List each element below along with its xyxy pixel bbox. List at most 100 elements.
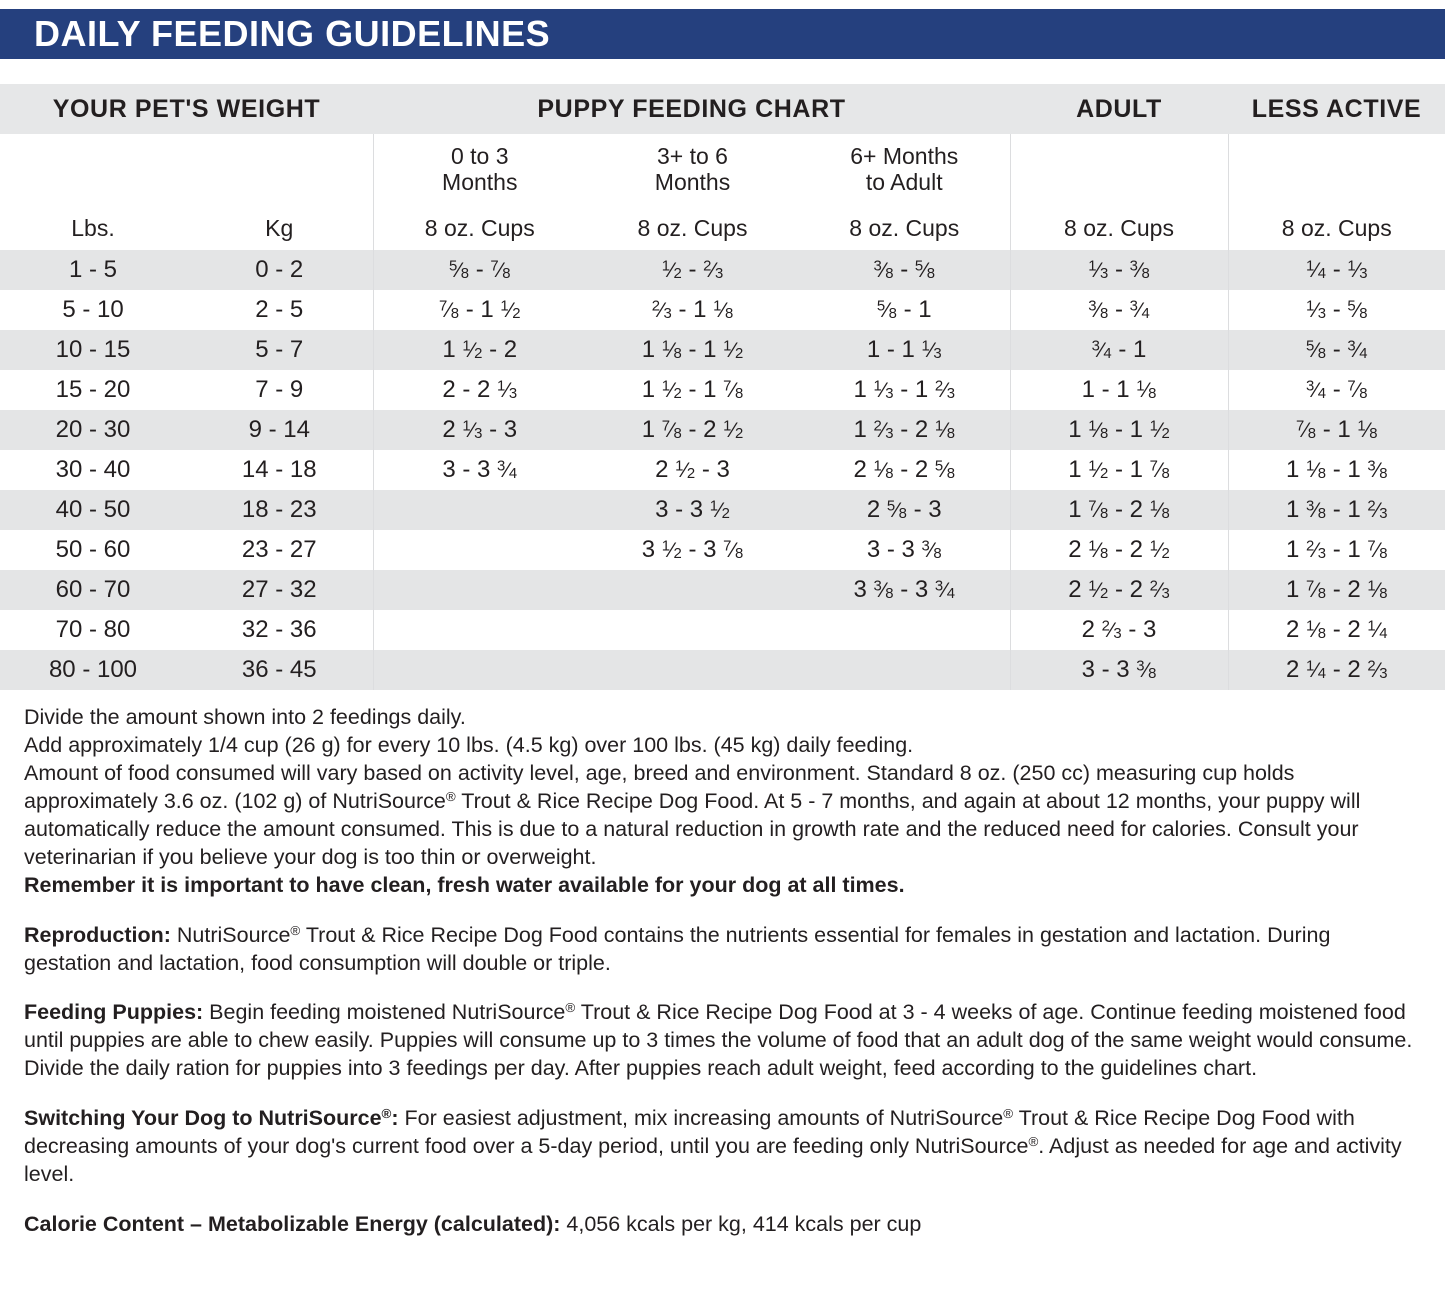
subheader-weight-blank xyxy=(0,134,373,206)
cell-puppy-0-3: 1 1⁄2 - 2 xyxy=(372,330,586,370)
cell-lbs: 5 - 10 xyxy=(0,290,186,330)
cell-lbs: 30 - 40 xyxy=(0,450,186,490)
table-group-header-row: YOUR PET'S WEIGHT PUPPY FEEDING CHART AD… xyxy=(0,84,1445,134)
cell-less-active: 2 1⁄4 - 2 2⁄3 xyxy=(1227,650,1445,690)
cell-adult: 1 7⁄8 - 2 1⁄8 xyxy=(1009,490,1228,530)
cell-puppy-0-3 xyxy=(372,490,586,530)
cell-puppy-3-6 xyxy=(586,570,799,610)
unit-header-lbs: Lbs. xyxy=(0,206,186,250)
cell-kg: 2 - 5 xyxy=(186,290,373,330)
unit-header-less-active: 8 oz. Cups xyxy=(1227,206,1445,250)
unit-header-kg: Kg xyxy=(186,206,373,250)
note-amount-varies: Amount of food consumed will vary based … xyxy=(24,760,1423,872)
cell-puppy-3-6 xyxy=(586,610,799,650)
cell-puppy-6-adult: 3 - 3 3⁄8 xyxy=(799,530,1010,570)
registered-mark-icon: ® xyxy=(565,1000,576,1016)
cell-lbs: 60 - 70 xyxy=(0,570,186,610)
cell-puppy-3-6: 3 1⁄2 - 3 7⁄8 xyxy=(586,530,799,570)
feeding-puppies-part2: Trout & Rice Recipe Dog Food at 3 - 4 we… xyxy=(24,1000,1413,1081)
cell-puppy-0-3: 3 - 3 3⁄4 xyxy=(372,450,586,490)
switching-label-text: Switching Your Dog to NutriSource xyxy=(24,1106,382,1131)
cell-puppy-3-6: 1 1⁄8 - 1 1⁄2 xyxy=(586,330,799,370)
cell-adult: 3 - 3 3⁄8 xyxy=(1009,650,1228,690)
cell-puppy-3-6: 2 1⁄2 - 3 xyxy=(586,450,799,490)
unit-header-puppy-3-6: 8 oz. Cups xyxy=(586,206,799,250)
cell-puppy-3-6: 3 - 3 1⁄2 xyxy=(586,490,799,530)
cell-puppy-6-adult: 5⁄8 - 1 xyxy=(799,290,1010,330)
cell-kg: 0 - 2 xyxy=(186,250,373,290)
cell-kg: 5 - 7 xyxy=(186,330,373,370)
cell-kg: 14 - 18 xyxy=(186,450,373,490)
page-title: DAILY FEEDING GUIDELINES xyxy=(34,13,551,54)
cell-adult: 3⁄8 - 3⁄4 xyxy=(1009,290,1228,330)
cell-puppy-0-3 xyxy=(372,610,586,650)
subheader-puppy-6-adult: 6+ Months to Adult xyxy=(799,134,1010,206)
cell-adult: 2 1⁄2 - 2 2⁄3 xyxy=(1009,570,1228,610)
note-amount-varies-part2: Trout & Rice Recipe Dog Food. At 5 - 7 m… xyxy=(24,788,1361,869)
spacer xyxy=(24,977,1423,999)
registered-mark-icon: ® xyxy=(381,1106,392,1122)
group-header-puppy: PUPPY FEEDING CHART xyxy=(373,84,1010,134)
reproduction-part1: NutriSource xyxy=(170,922,291,947)
cell-kg: 23 - 27 xyxy=(186,530,373,570)
feeding-puppies-label: Feeding Puppies: xyxy=(24,1000,204,1025)
cell-puppy-6-adult: 1 1⁄3 - 1 2⁄3 xyxy=(799,370,1010,410)
subheader-puppy-0-3-line2: Months xyxy=(442,169,518,195)
cell-less-active: 3⁄4 - 7⁄8 xyxy=(1227,370,1445,410)
registered-mark-icon: ® xyxy=(290,922,301,938)
cell-puppy-0-3 xyxy=(372,530,586,570)
cell-less-active: 2 1⁄8 - 2 1⁄4 xyxy=(1227,610,1445,650)
cell-puppy-6-adult: 2 5⁄8 - 3 xyxy=(799,490,1010,530)
switching-label-colon: : xyxy=(391,1106,399,1131)
table-unit-header-row: Lbs. Kg 8 oz. Cups 8 oz. Cups 8 oz. Cups… xyxy=(0,206,1445,250)
cell-lbs: 1 - 5 xyxy=(0,250,186,290)
reproduction-part2: Trout & Rice Recipe Dog Food contains th… xyxy=(24,922,1331,975)
cell-puppy-0-3 xyxy=(372,650,586,690)
feeding-puppies-part1: Begin feeding moistened NutriSource xyxy=(203,1000,566,1025)
table-row: 50 - 60 23 - 27 3 1⁄2 - 3 7⁄8 3 - 3 3⁄8 2 1⁄… xyxy=(0,530,1445,570)
cell-puppy-3-6: 1 1⁄2 - 1 7⁄8 xyxy=(586,370,799,410)
cell-kg: 7 - 9 xyxy=(186,370,373,410)
cell-adult: 1 1⁄2 - 1 7⁄8 xyxy=(1009,450,1228,490)
page-title-bar: DAILY FEEDING GUIDELINES xyxy=(0,6,1445,62)
cell-puppy-0-3 xyxy=(372,570,586,610)
subheader-puppy-3-6-line1: 3+ to 6 xyxy=(657,143,728,170)
reproduction-label: Reproduction: xyxy=(24,922,171,947)
switching-part3: . Adjust as needed for age and activity … xyxy=(24,1134,1402,1187)
feeding-notes: Divide the amount shown into 2 feedings … xyxy=(0,690,1445,1239)
registered-mark-icon: ® xyxy=(1003,1106,1014,1122)
cell-lbs: 20 - 30 xyxy=(0,410,186,450)
cell-adult: 1 - 1 1⁄8 xyxy=(1009,370,1228,410)
switching-part1: For easiest adjustment, mix increasing a… xyxy=(398,1106,1004,1131)
subheader-adult-blank xyxy=(1009,134,1228,206)
unit-header-puppy-0-3: 8 oz. Cups xyxy=(372,206,586,250)
cell-puppy-6-adult xyxy=(799,650,1010,690)
cell-less-active: 7⁄8 - 1 1⁄8 xyxy=(1227,410,1445,450)
cell-adult: 2 1⁄8 - 2 1⁄2 xyxy=(1009,530,1228,570)
registered-mark-icon: ® xyxy=(1028,1134,1039,1150)
cell-kg: 36 - 45 xyxy=(186,650,373,690)
table-row: 60 - 70 27 - 32 3 3⁄8 - 3 3⁄4 2 1⁄2 - 2 2⁄3… xyxy=(0,570,1445,610)
spacer xyxy=(24,900,1423,922)
note-switching: Switching Your Dog to NutriSource®: For … xyxy=(24,1105,1423,1189)
subheader-puppy-6-adult-line2: to Adult xyxy=(865,169,943,195)
cell-puppy-3-6 xyxy=(586,650,799,690)
cell-kg: 32 - 36 xyxy=(186,610,373,650)
cell-lbs: 40 - 50 xyxy=(0,490,186,530)
cell-adult: 2 2⁄3 - 3 xyxy=(1009,610,1228,650)
cell-less-active: 1 1⁄8 - 1 3⁄8 xyxy=(1227,450,1445,490)
group-header-adult: ADULT xyxy=(1010,84,1228,134)
cell-kg: 18 - 23 xyxy=(186,490,373,530)
registered-mark-icon: ® xyxy=(445,788,456,804)
table-row: 5 - 10 2 - 5 7⁄8 - 1 1⁄2 2⁄3 - 1 1⁄8 5⁄8 - 1… xyxy=(0,290,1445,330)
cell-puppy-0-3: 2 1⁄3 - 3 xyxy=(372,410,586,450)
cell-kg: 9 - 14 xyxy=(186,410,373,450)
cell-less-active: 1⁄3 - 5⁄8 xyxy=(1227,290,1445,330)
spacer xyxy=(24,1083,1423,1105)
cell-less-active: 5⁄8 - 3⁄4 xyxy=(1227,330,1445,370)
